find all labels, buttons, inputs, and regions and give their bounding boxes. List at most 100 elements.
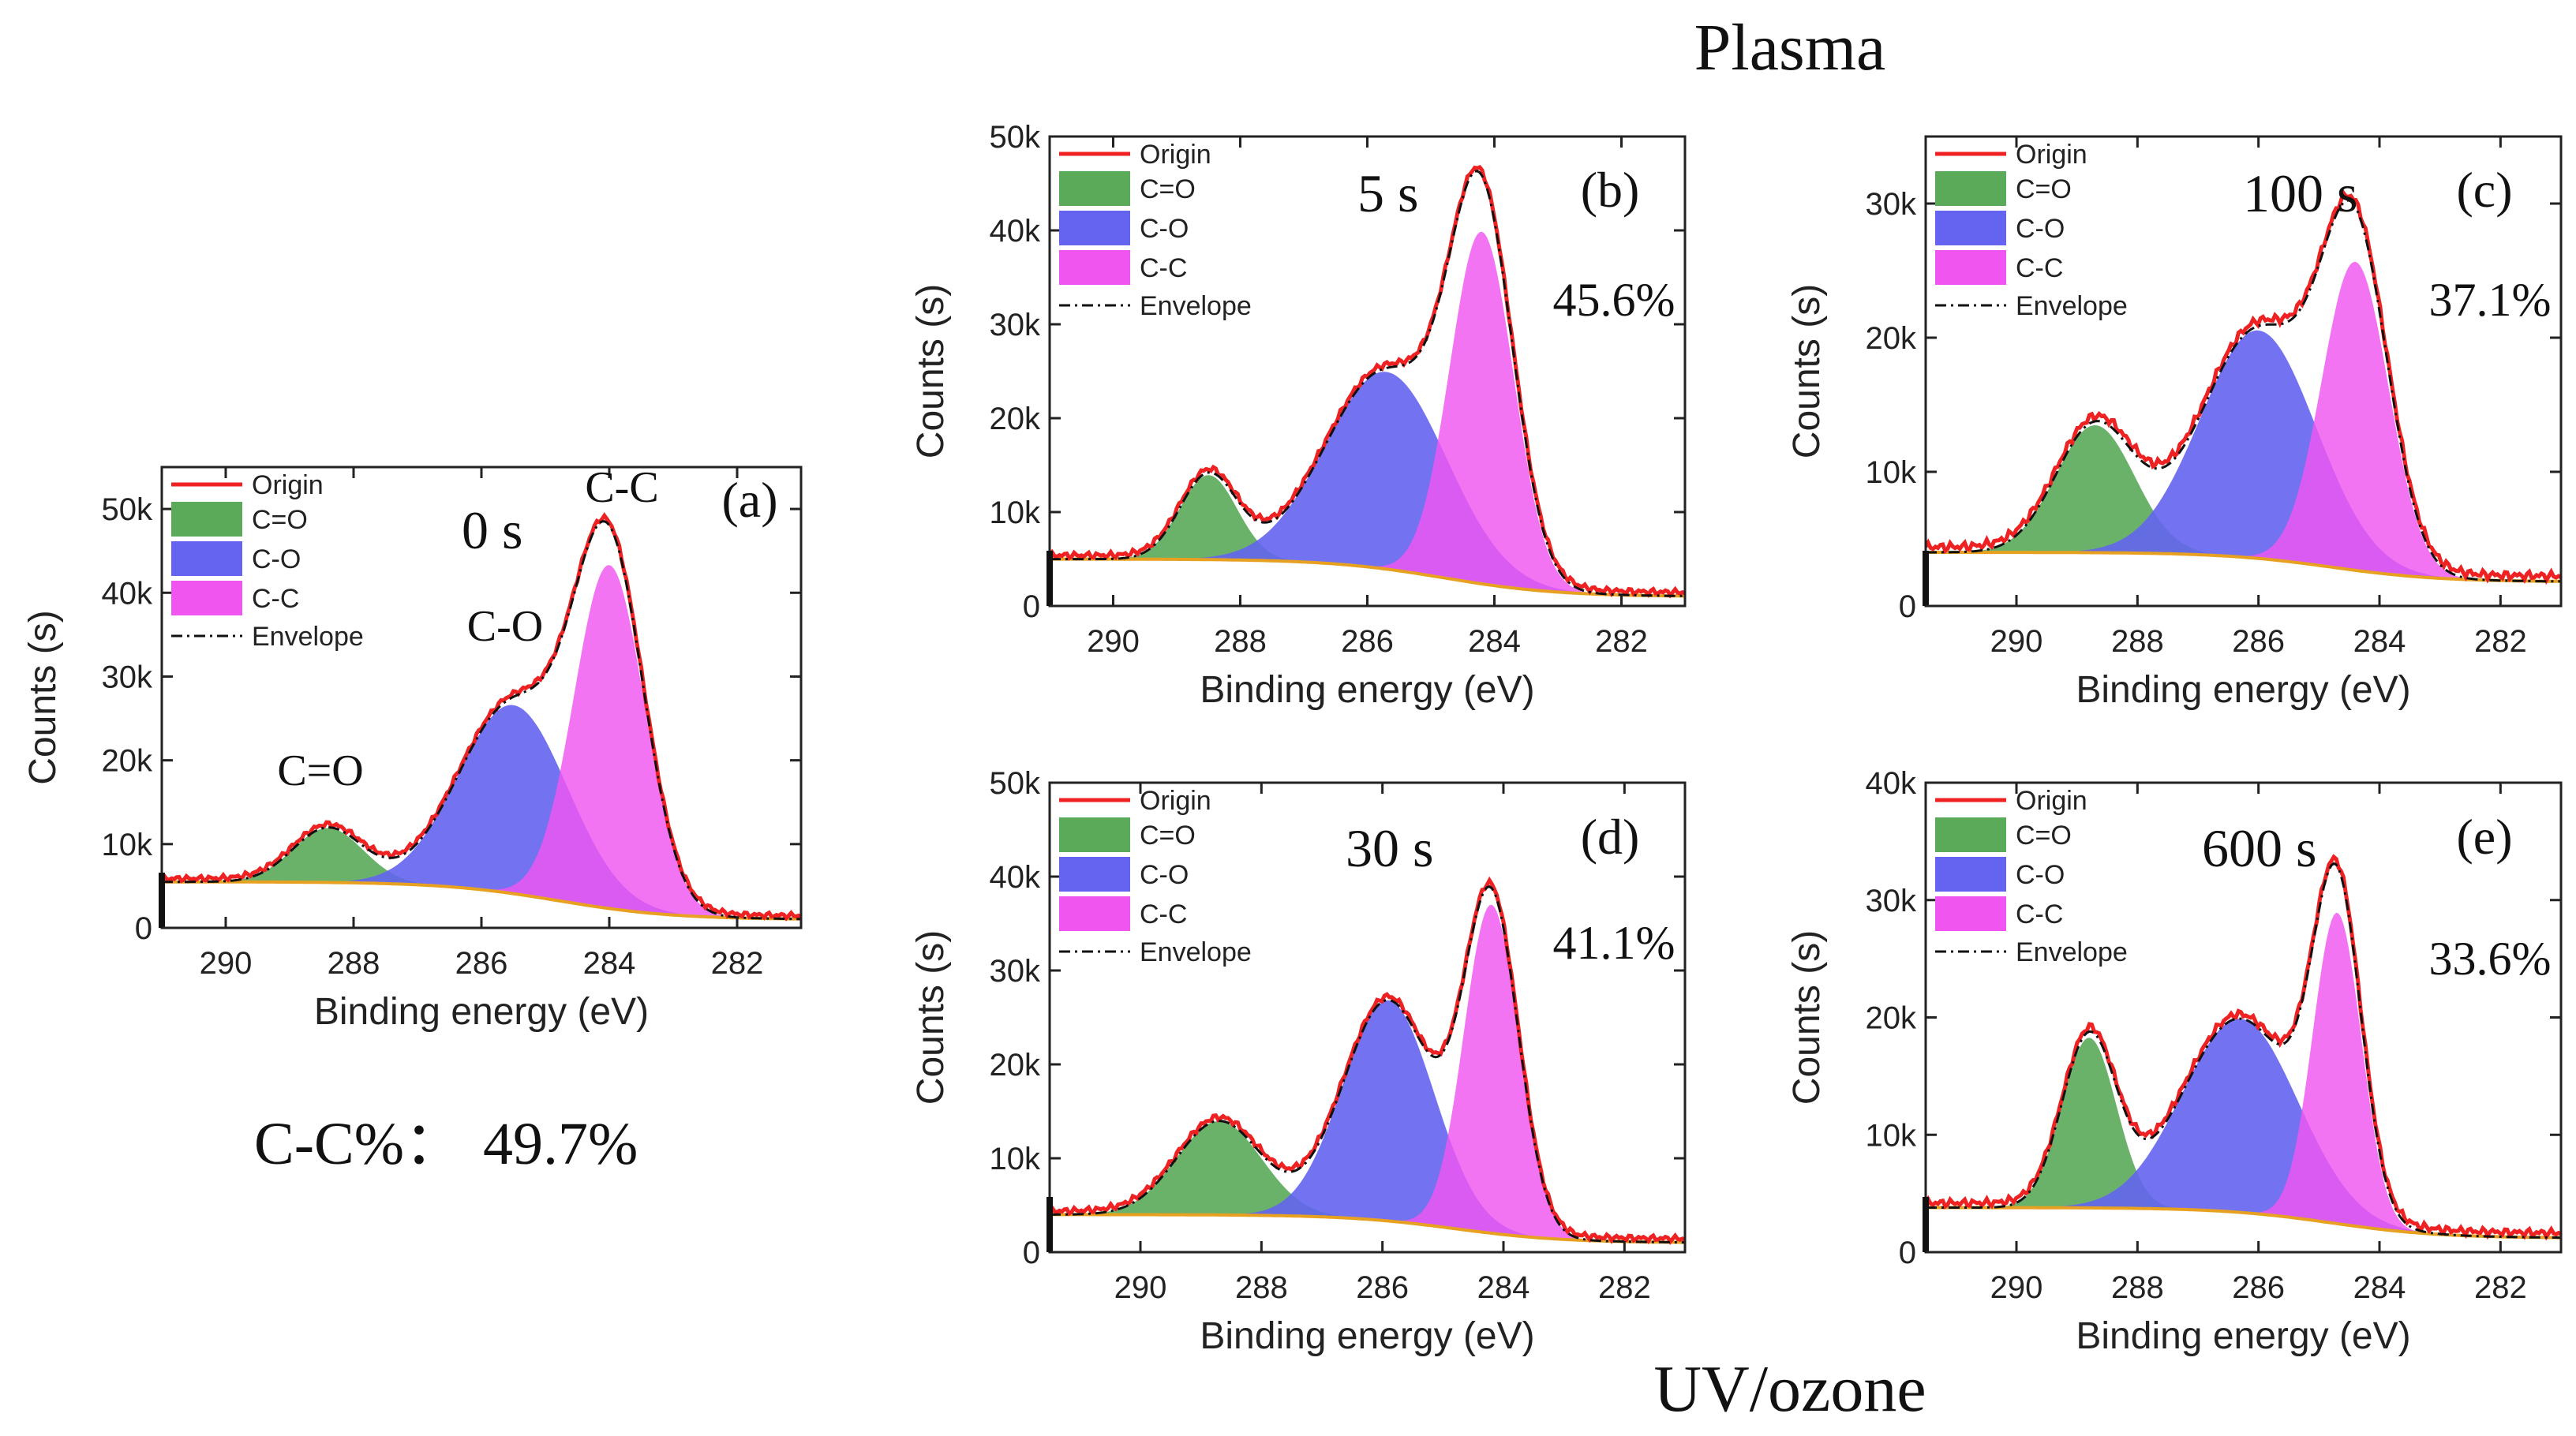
x-tick-label: 288 — [328, 946, 380, 981]
y-tick-label: 40k — [990, 860, 1041, 895]
legend-swatch-2 — [1935, 857, 2006, 892]
component-co — [162, 705, 801, 919]
group-label-plasma: Plasma — [1694, 11, 1886, 84]
legend-label-3: C-C — [252, 584, 299, 614]
legend: Origin C=O C-O C-C Envelope — [1935, 786, 2128, 967]
legend-label-1: C=O — [2016, 821, 2072, 851]
x-tick-label: 290 — [1990, 1270, 2043, 1305]
peak-annotation: C-C — [585, 463, 658, 512]
legend-envelope-label: Envelope — [2016, 937, 2128, 967]
legend-swatch-2 — [1935, 211, 2006, 245]
legend-origin-label: Origin — [2016, 786, 2087, 816]
legend-label-2: C-O — [1140, 860, 1189, 890]
group-label-uv-ozone: UV/ozone — [1653, 1352, 1926, 1426]
y-tick-label: 10k — [990, 1142, 1041, 1176]
envelope-curve — [1050, 885, 1685, 1244]
legend-label-1: C=O — [2016, 174, 2072, 204]
legend-swatch-2 — [1059, 857, 1130, 892]
origin-curve — [1926, 189, 2561, 585]
legend-origin-label: Origin — [2016, 140, 2087, 170]
x-tick-label: 288 — [1235, 1270, 1288, 1305]
legend-swatch-3 — [1059, 896, 1130, 931]
legend: Origin C=O C-O C-C Envelope — [1935, 140, 2128, 321]
x-tick-label: 290 — [1087, 624, 1140, 659]
cc-percent: 45.6% — [1553, 274, 1676, 326]
plot-area — [1926, 189, 2561, 585]
y-tick-label: 50k — [990, 120, 1041, 155]
legend-label-1: C=O — [1140, 821, 1196, 851]
y-tick-label: 30k — [990, 308, 1041, 342]
legend-label-2: C-O — [252, 544, 301, 574]
panel-tag: (c) — [2456, 162, 2512, 218]
component-cc — [1050, 904, 1685, 1243]
legend-swatch-2 — [1059, 211, 1130, 245]
legend-label-2: C-O — [2016, 860, 2065, 890]
legend-origin-label: Origin — [252, 470, 324, 500]
legend-swatch-2 — [171, 541, 242, 576]
legend-origin-label: Origin — [1140, 786, 1211, 816]
y-tick-label: 20k — [1866, 1001, 1917, 1036]
y-tick-label: 20k — [1866, 321, 1917, 356]
envelope-curve — [1926, 199, 2561, 583]
legend-envelope-label: Envelope — [1140, 937, 1252, 967]
envelope-curve — [1050, 170, 1685, 597]
y-tick-label: 10k — [102, 828, 153, 862]
legend-swatch-3 — [1935, 250, 2006, 285]
chart-panel-b: 290 288 286 284 282 0 10k 20k 30k 40k 50k Binding e… — [910, 120, 1687, 711]
legend-swatch-3 — [1935, 896, 2006, 931]
panel-tag: (b) — [1581, 162, 1640, 218]
x-tick-label: 290 — [1114, 1270, 1167, 1305]
y-tick-label: 0 — [1023, 1236, 1040, 1270]
x-tick-label: 288 — [2111, 1270, 2164, 1305]
plot-area — [1050, 165, 1685, 599]
plot-area — [162, 512, 801, 922]
cc-percent: 41.1% — [1553, 917, 1676, 969]
component-cdoubleo — [1050, 475, 1685, 596]
legend-swatch-1 — [171, 502, 242, 537]
y-tick-label: 50k — [102, 492, 153, 527]
legend-label-1: C=O — [1140, 174, 1196, 204]
legend-swatch-1 — [1935, 171, 2006, 206]
y-tick-label: 30k — [990, 954, 1041, 989]
x-axis-label: Binding energy (eV) — [2076, 1315, 2410, 1357]
x-tick-label: 288 — [2111, 624, 2164, 659]
component-co — [1050, 1000, 1685, 1243]
y-axis-label: Counts (s) — [1786, 284, 1828, 458]
legend-label-3: C-C — [2016, 899, 2063, 929]
y-tick-label: 0 — [1899, 589, 1916, 624]
legend-label-3: C-C — [2016, 253, 2063, 283]
panel-tag: (a) — [721, 472, 777, 528]
y-tick-label: 10k — [990, 495, 1041, 530]
envelope-curve — [162, 520, 801, 921]
legend-swatch-1 — [1059, 171, 1130, 206]
background-line — [162, 880, 801, 921]
legend-label-2: C-O — [2016, 214, 2065, 244]
panels: 290 288 286 284 282 0 10k 20k 30k 40k 50k Binding e… — [22, 120, 2563, 1357]
background-line — [1926, 551, 2561, 583]
origin-curve — [1050, 165, 1685, 599]
component-cc — [1050, 231, 1685, 596]
legend: Origin C=O C-O C-C Envelope — [1059, 786, 1252, 967]
y-tick-label: 10k — [1866, 455, 1917, 490]
y-tick-label: 0 — [135, 911, 152, 946]
panel-a-summary-label: C-C%： — [254, 1111, 464, 1177]
legend-swatch-3 — [1059, 250, 1130, 285]
chart-panel-e: 290 288 286 284 282 0 10k 20k 30k 40k Binding ener… — [1786, 766, 2563, 1357]
legend-origin-label: Origin — [1140, 140, 1211, 170]
component-cc — [162, 565, 801, 919]
y-tick-label: 0 — [1899, 1236, 1916, 1270]
peak-annotation: C=O — [277, 746, 363, 795]
legend: Origin C=O C-O C-C Envelope — [171, 470, 364, 652]
cc-percent: 33.6% — [2429, 933, 2552, 985]
y-tick-label: 30k — [1866, 187, 1917, 222]
y-tick-label: 50k — [990, 766, 1041, 801]
y-axis-label: Counts (s) — [1786, 930, 1828, 1105]
origin-curve — [1050, 876, 1685, 1245]
y-axis-label: Counts (s) — [22, 610, 64, 784]
plot-frame — [1924, 135, 2563, 608]
x-tick-label: 284 — [2353, 1270, 2406, 1305]
time-label: 100 s — [2243, 163, 2357, 223]
panel-tag: (e) — [2456, 809, 2512, 865]
x-tick-label: 286 — [455, 946, 508, 981]
